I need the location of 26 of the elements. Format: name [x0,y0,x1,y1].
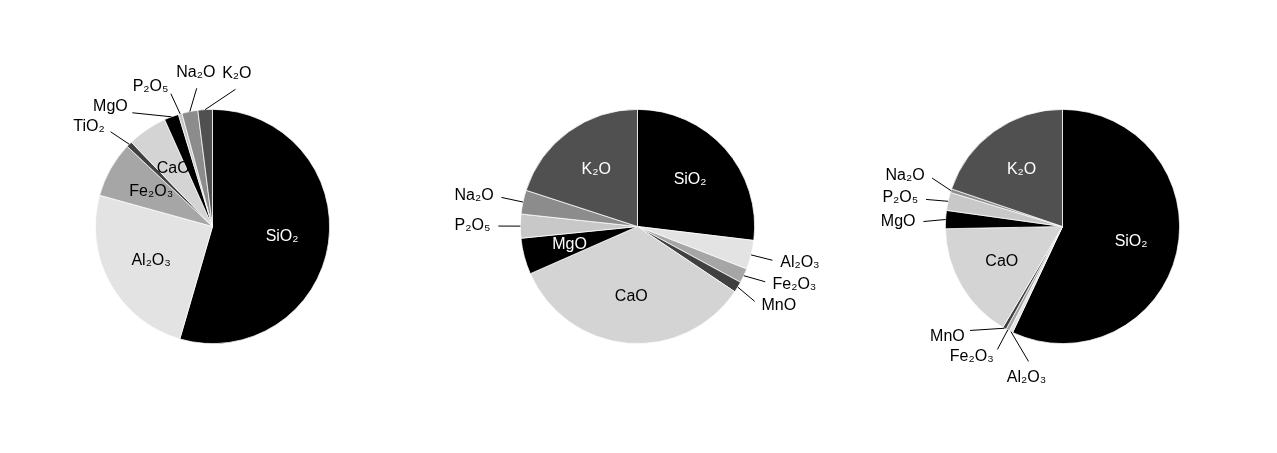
slice-label: TiO₂ [73,116,105,134]
slice-label: MnO [930,326,965,344]
slice-label: K₂O [581,160,611,178]
slice-label: Al₂O₃ [1006,367,1047,385]
slice-label: CaO [985,252,1019,270]
slice-label: Fe₂O₃ [772,275,817,293]
slice-label: Fe₂O₃ [949,346,994,364]
slice-label: K₂O [222,63,252,81]
slice-label: SiO₂ [265,226,299,244]
slice-label: K₂O [1006,159,1037,177]
slice-label: Na₂O [885,165,925,183]
slice-label: P₂O₅ [132,76,169,94]
slice-label: MgO [552,234,587,252]
slice-label: Al₂O₃ [131,251,171,269]
slice-label: SiO₂ [1114,232,1148,250]
slice-label: Fe₂O₃ [129,182,174,200]
slice-label: MgO [93,96,128,114]
slice-label: P₂O₅ [454,216,491,234]
slice-label: MgO [880,211,916,229]
slice-label: Al₂O₃ [780,252,820,270]
slice-label: SiO₂ [673,170,707,188]
slice-label: Na₂O [454,186,494,204]
slice-label: P₂O₅ [882,188,919,206]
slice-label: MnO [761,296,797,314]
slice-label: CaO [614,286,648,304]
slice-label: Na₂O [176,62,216,80]
